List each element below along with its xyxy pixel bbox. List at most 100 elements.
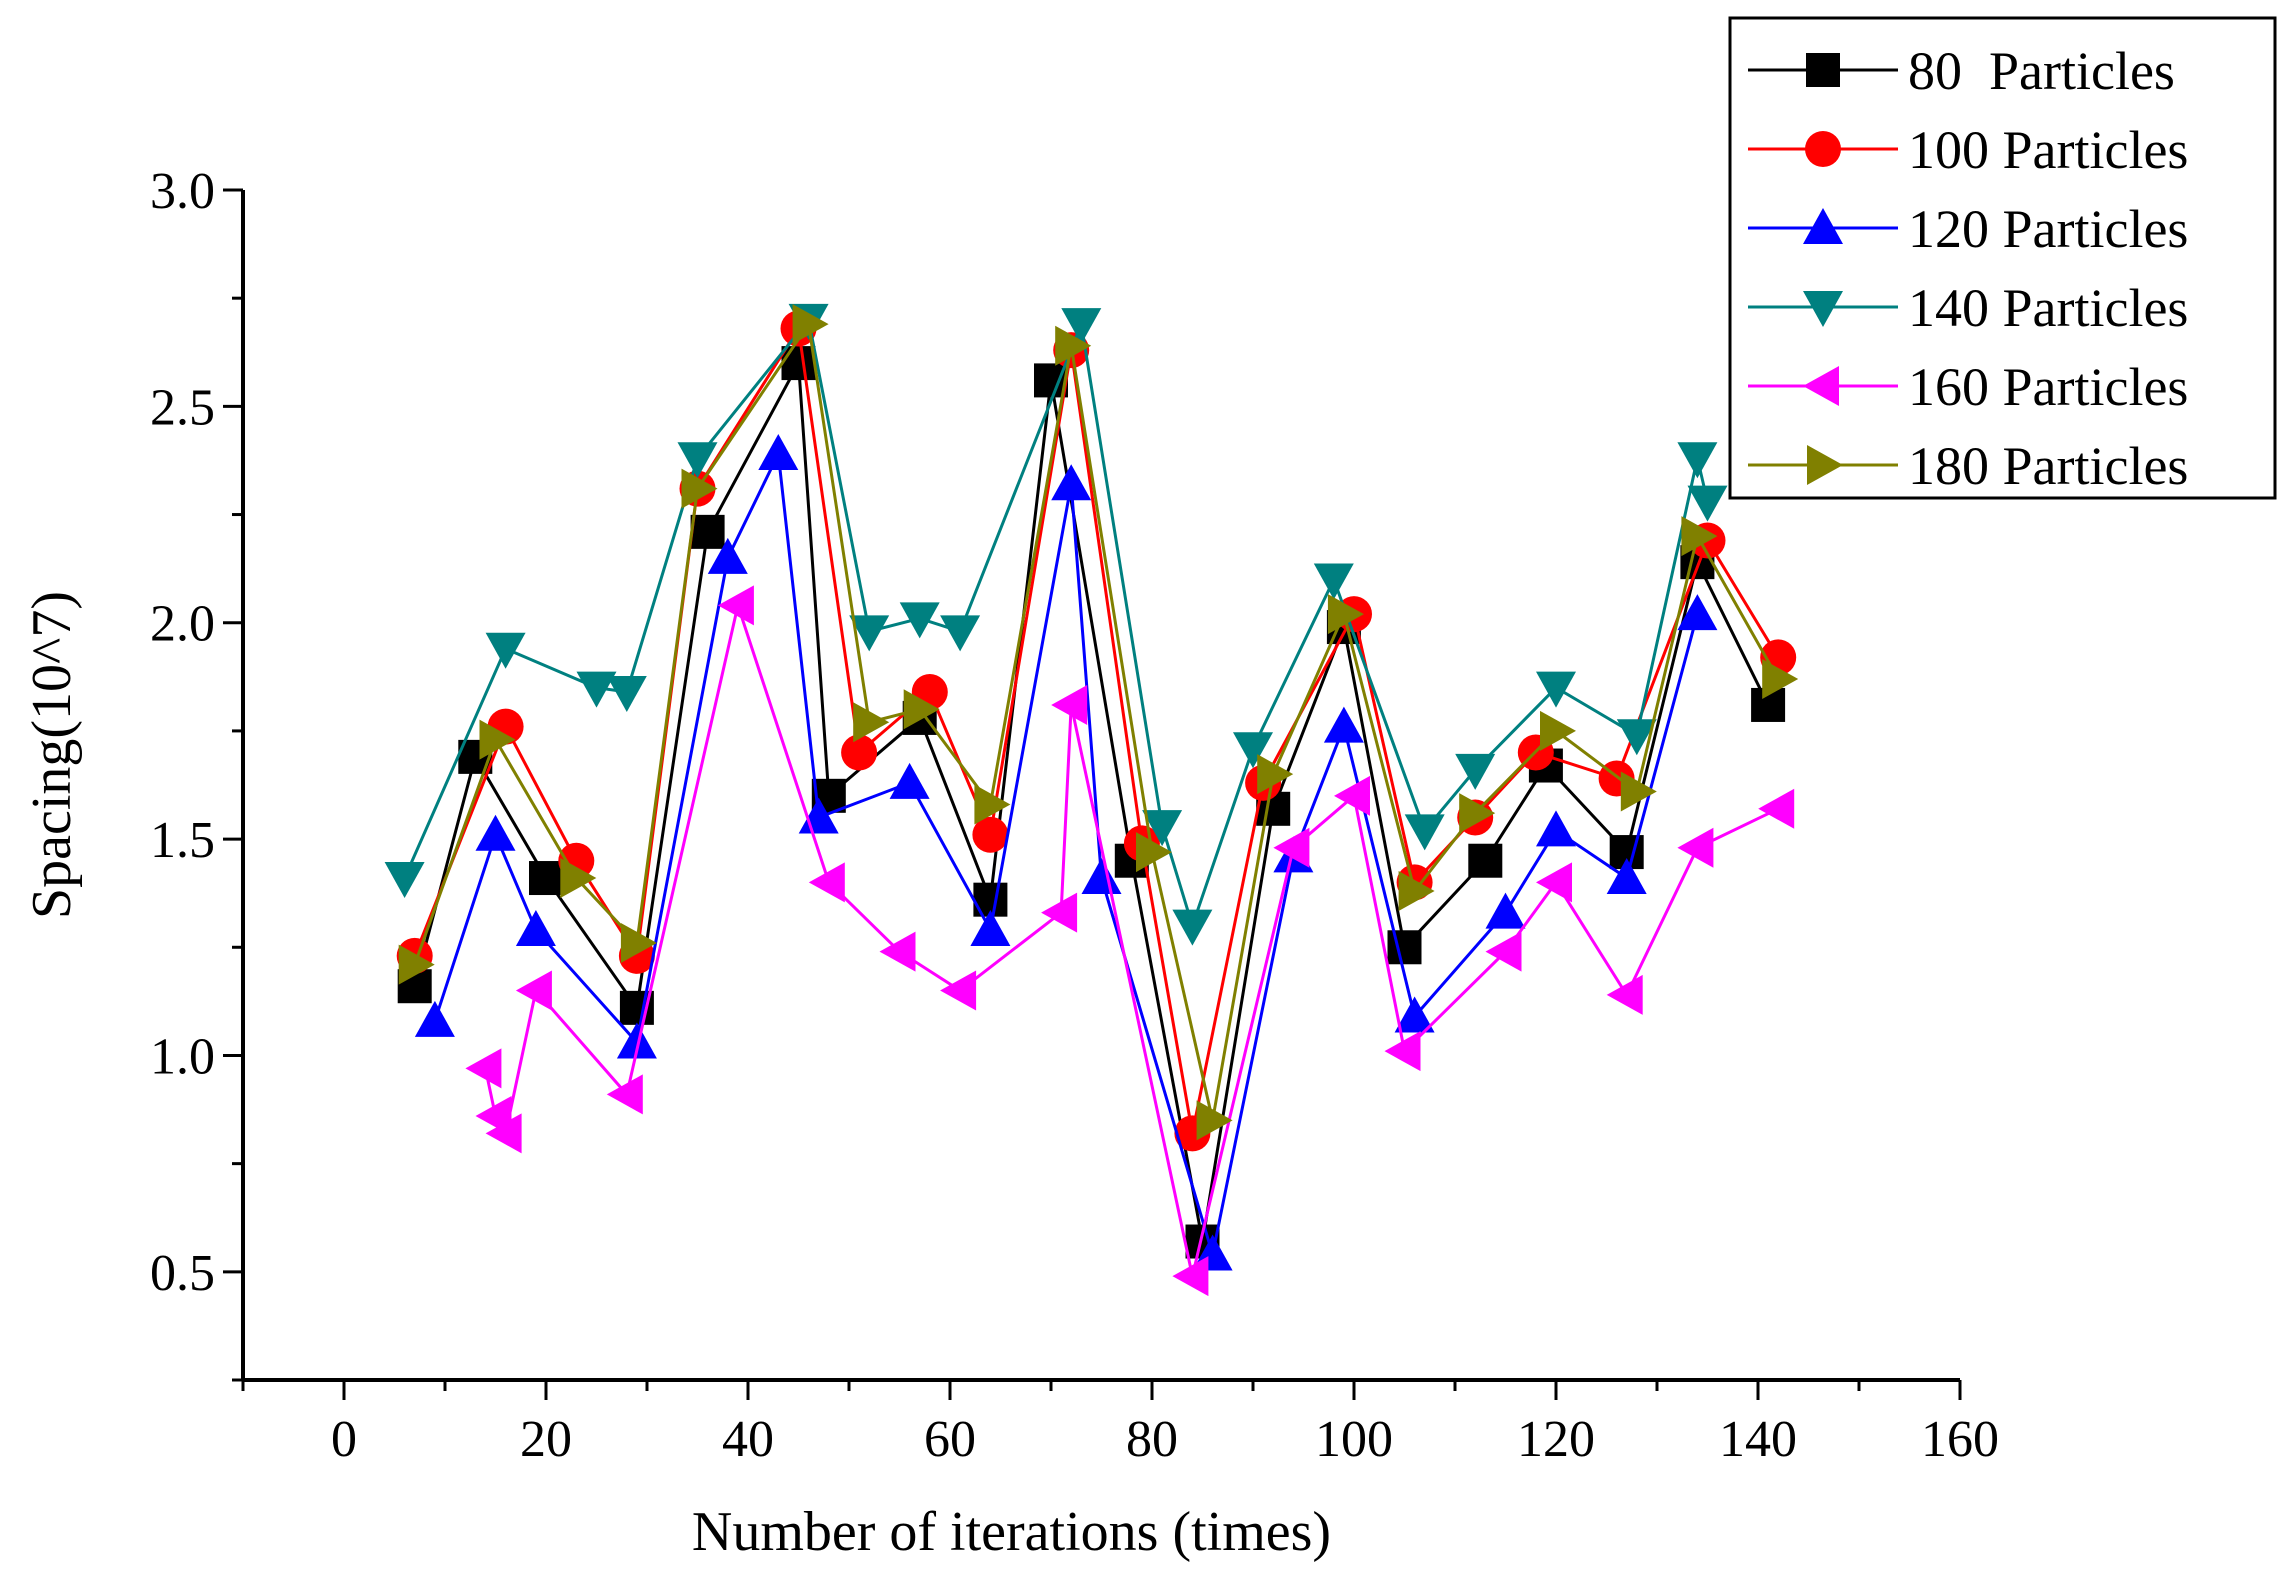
y-axis-title: Spacing(10^7) [21,591,83,919]
data-point [690,514,725,549]
data-point [1485,892,1526,929]
data-point [808,862,845,903]
data-point [1398,871,1435,912]
data-point [606,1074,643,1115]
data-point [1404,814,1445,851]
legend-label: 160 Particles [1908,357,2188,417]
data-point [1172,909,1213,946]
axes-group [241,190,1960,1382]
y-tick-label: 0.5 [150,1245,215,1302]
data-point [1485,931,1522,972]
series-2 [396,310,1797,1152]
series-6 [398,304,1799,1141]
data-point [479,719,516,760]
data-point [1762,658,1799,699]
x-axis-title: Number of iterations (times) [692,1501,1331,1563]
data-point [1384,1031,1421,1072]
data-point [485,1113,522,1154]
data-point [1536,671,1576,708]
data-point [465,1048,502,1089]
y-tick-label: 2.0 [150,596,215,653]
legend-box [1728,16,2277,500]
data-point [1387,930,1422,965]
data-point [1616,719,1657,756]
data-point [940,970,977,1011]
data-point [515,909,556,946]
data-point [560,858,597,899]
x-tick-label: 40 [722,1411,774,1468]
series-line [413,320,1780,1121]
data-point [1677,827,1714,868]
series-5 [465,585,1795,1297]
data-point [707,537,748,574]
data-point [841,734,878,771]
data-point [758,433,799,470]
data-point [616,1022,657,1059]
data-point [1323,706,1364,743]
data-point [1620,771,1657,812]
series-4 [384,303,1728,946]
x-tick-label: 100 [1315,1411,1393,1468]
y-tick-label: 1.5 [150,812,215,869]
data-point [1677,594,1718,631]
data-point [974,784,1011,825]
legend-item: 180 Particles [1748,436,2188,496]
legend-item: 100 Particles [1748,120,2188,180]
y-tick-label: 3.0 [150,163,215,220]
data-point [1468,843,1503,878]
legend-item: 80 Particles [1748,41,2175,101]
data-point [677,442,718,479]
data-point [1233,732,1273,769]
data-point [889,762,930,799]
x-tick-label: 60 [924,1411,976,1468]
data-point [1394,996,1435,1033]
data-point [1459,793,1496,834]
legend-label: 120 Particles [1908,199,2188,259]
data-point [1142,810,1183,847]
data-point [972,816,1009,853]
data-point [853,702,890,743]
data-point [606,675,647,712]
legend-marker [1805,131,1841,167]
series-3 [414,433,1718,1271]
legend-item: 160 Particles [1748,357,2188,417]
data-point [1540,710,1576,751]
data-point [899,602,940,639]
y-tick-label: 2.5 [150,379,215,436]
data-point [515,970,552,1011]
series-line [433,448,1699,1255]
legend-marker [1807,445,1843,485]
data-point [1051,464,1092,501]
legend-marker [1803,291,1843,327]
x-tick-label: 0 [331,1411,357,1468]
data-point [681,468,718,509]
data-point [620,922,657,963]
data-point [717,585,754,626]
data-point [1055,325,1092,366]
x-tick-label: 140 [1719,1411,1797,1468]
legend-item: 140 Particles [1748,278,2188,338]
data-point [485,632,526,669]
legend-label: 180 Particles [1908,436,2188,496]
series-line [403,316,1709,931]
data-point [475,814,516,851]
data-point [1313,563,1354,600]
data-point [1172,1256,1209,1297]
x-tick-label: 120 [1517,1411,1595,1468]
data-point [529,861,563,896]
data-point [1081,858,1122,895]
data-point [903,689,940,730]
data-point [1536,810,1576,847]
data-point [1334,775,1370,816]
data-point [1061,308,1102,345]
tick-group: 0 20 40 60 80 100 120 140 160 0.5 1.0 1.5 2.0 2.5 3.0 [150,163,1999,1468]
data-point [1677,442,1718,479]
data-point [576,671,617,708]
data-point [1327,594,1364,635]
legend-item: 120 Particles [1748,199,2188,259]
legend-label: 100 Particles [1908,120,2188,180]
data-point [1041,892,1078,933]
data-point [781,346,816,381]
data-point [384,862,425,899]
